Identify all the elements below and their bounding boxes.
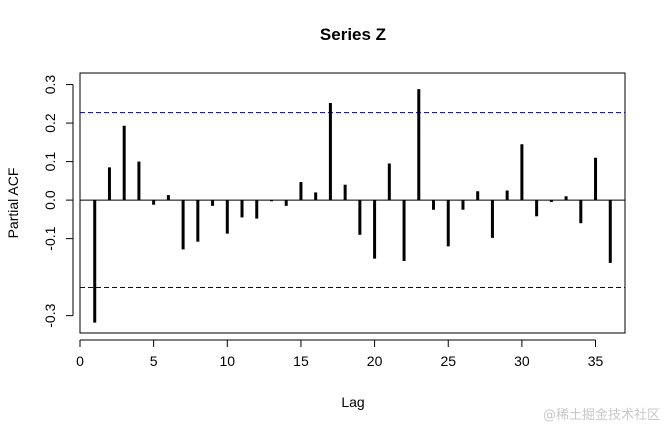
y-tick-label-1: -0.1 <box>42 226 58 250</box>
x-tick-label-20: 20 <box>367 353 383 369</box>
x-axis-label: Lag <box>341 394 364 410</box>
y-tick-label-3: 0.1 <box>42 152 58 172</box>
pacf-bars <box>93 89 612 323</box>
x-tick-label-0: 0 <box>76 353 84 369</box>
y-axis: -0.3 -0.1 0.0 0.1 0.2 0.3 <box>42 75 74 328</box>
y-tick-label-5: 0.3 <box>42 75 58 95</box>
y-tick-label-0: -0.3 <box>42 303 58 327</box>
plot-frame <box>79 72 626 334</box>
y-tick-label-4: 0.2 <box>42 113 58 133</box>
x-tick-label-30: 30 <box>514 353 530 369</box>
x-tick-label-15: 15 <box>293 353 309 369</box>
chart-title: Series Z <box>320 25 386 44</box>
x-tick-label-5: 5 <box>150 353 158 369</box>
x-axis: 0 5 10 15 20 25 30 35 <box>76 339 604 369</box>
watermark: @稀土掘金技术社区 <box>542 408 660 423</box>
x-tick-label-10: 10 <box>220 353 236 369</box>
x-tick-label-35: 35 <box>588 353 604 369</box>
y-axis-label: Partial ACF <box>5 168 21 239</box>
reference-lines <box>80 112 625 289</box>
x-tick-label-25: 25 <box>440 353 456 369</box>
y-tick-label-2: 0.0 <box>42 190 58 210</box>
